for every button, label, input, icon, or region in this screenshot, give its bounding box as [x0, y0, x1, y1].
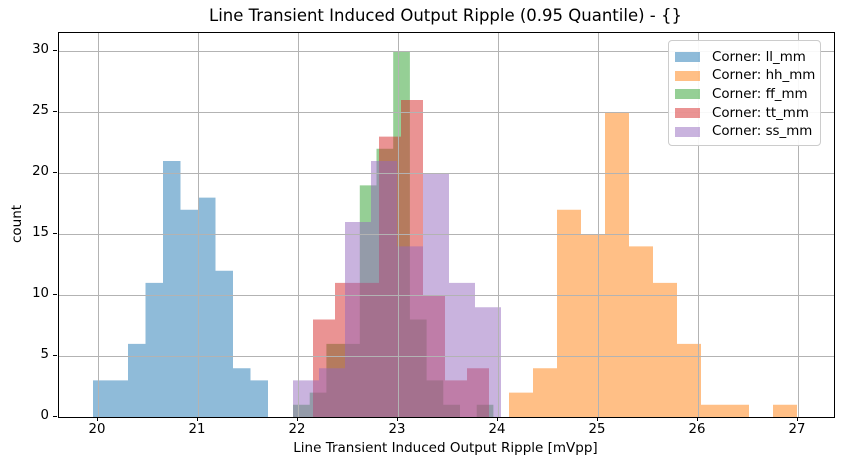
- x-tick-mark-20: [97, 417, 98, 421]
- y-tick-mark-0: [53, 415, 57, 417]
- y-tick-label-0: 0: [40, 408, 49, 423]
- x-tick-mark-24: [497, 417, 498, 421]
- legend-swatch-icon: [675, 70, 700, 81]
- legend-swatch-icon: [675, 89, 700, 100]
- x-tick-label-20: 20: [88, 422, 106, 437]
- y-tick-label-5: 5: [40, 347, 49, 363]
- y-tick-mark-15: [53, 232, 57, 234]
- x-tick-label-22: 22: [288, 422, 306, 437]
- x-tick-mark-26: [697, 417, 698, 421]
- legend-item-ff_mm: Corner: ff_mm: [675, 85, 812, 104]
- histogram-series-hh_mm: [509, 112, 797, 417]
- x-tick-mark-23: [397, 417, 398, 421]
- legend-swatch-icon: [675, 108, 700, 119]
- y-tick-mark-10: [53, 293, 57, 295]
- histogram-series-ll_mm: [93, 161, 268, 417]
- histogram-series-ss_mm: [293, 161, 501, 417]
- legend-label: Corner: ss_mm: [712, 124, 813, 140]
- y-tick-label-20: 20: [32, 164, 49, 180]
- x-tick-mark-21: [197, 417, 198, 421]
- legend-label: Corner: ll_mm: [712, 49, 806, 65]
- legend-label: Corner: ff_mm: [712, 86, 808, 102]
- y-tick-mark-30: [53, 49, 57, 51]
- legend-swatch-icon: [675, 126, 700, 137]
- y-tick-label-15: 15: [32, 225, 49, 241]
- x-tick-label-25: 25: [588, 422, 606, 437]
- chart-title: Line Transient Induced Output Ripple (0.…: [209, 6, 682, 25]
- y-tick-label-25: 25: [32, 103, 49, 119]
- legend: Corner: ll_mm Corner: hh_mm Corner: ff_mm C…: [668, 40, 821, 146]
- legend-label: Corner: tt_mm: [712, 105, 809, 121]
- x-tick-label-24: 24: [488, 422, 506, 437]
- x-tick-label-26: 26: [688, 422, 706, 437]
- x-tick-label-27: 27: [788, 422, 806, 437]
- legend-item-ll_mm: Corner: ll_mm: [675, 48, 812, 67]
- legend-swatch-icon: [675, 52, 700, 63]
- x-tick-label-21: 21: [188, 422, 206, 437]
- legend-item-hh_mm: Corner: hh_mm: [675, 67, 816, 86]
- legend-item-ss_mm: Corner: ss_mm: [675, 122, 812, 141]
- x-tick-mark-22: [297, 417, 298, 421]
- y-tick-label-10: 10: [32, 286, 49, 302]
- x-axis-label: Line Transient Induced Output Ripple [mV…: [293, 440, 598, 456]
- y-tick-mark-25: [53, 110, 57, 112]
- y-axis-label: count: [9, 204, 25, 244]
- x-tick-mark-25: [597, 417, 598, 421]
- y-tick-label-30: 30: [32, 42, 49, 58]
- legend-item-tt_mm: Corner: tt_mm: [675, 104, 812, 123]
- legend-label: Corner: hh_mm: [712, 68, 816, 84]
- x-tick-label-23: 23: [388, 422, 406, 437]
- y-tick-mark-20: [53, 171, 57, 173]
- x-tick-mark-27: [797, 417, 798, 421]
- y-tick-mark-5: [53, 354, 57, 356]
